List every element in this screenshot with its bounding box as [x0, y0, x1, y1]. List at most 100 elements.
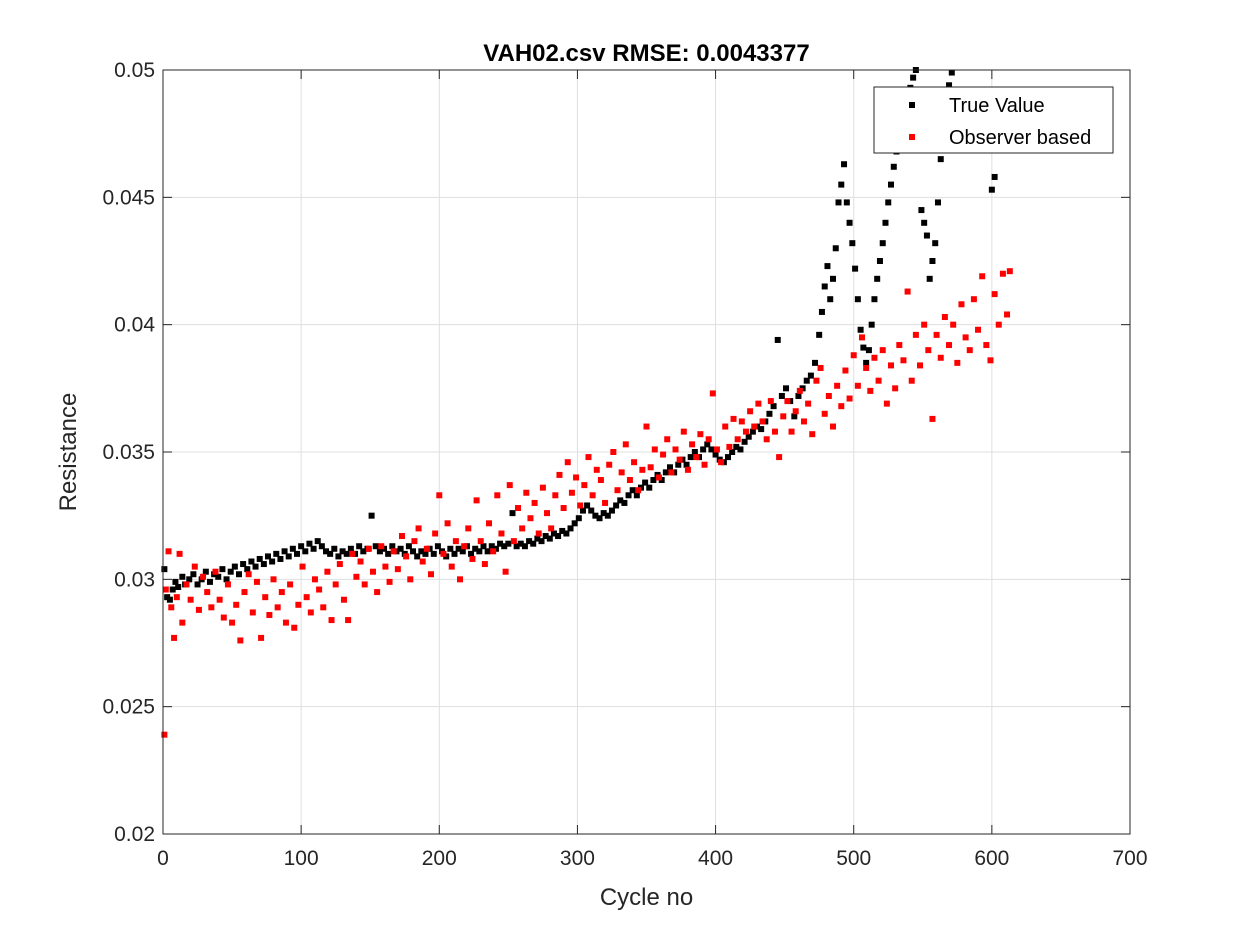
- data-point: [357, 558, 364, 565]
- data-point: [262, 594, 269, 601]
- data-point: [792, 408, 799, 415]
- data-point: [186, 576, 193, 583]
- data-point: [347, 545, 354, 552]
- x-tick-label: 600: [974, 847, 1009, 870]
- data-point: [647, 464, 654, 471]
- data-point: [948, 69, 955, 76]
- data-point: [991, 291, 998, 298]
- data-point: [958, 301, 965, 308]
- data-point: [320, 604, 327, 611]
- data-point: [278, 589, 285, 596]
- data-point: [397, 545, 404, 552]
- data-point: [316, 586, 323, 593]
- data-point: [860, 344, 867, 351]
- data-point: [298, 543, 305, 550]
- data-point: [220, 614, 227, 621]
- data-point: [303, 594, 310, 601]
- data-point: [403, 553, 410, 560]
- data-point: [879, 240, 886, 247]
- data-point: [585, 454, 592, 461]
- data-point: [291, 624, 298, 631]
- x-tick-label: 0: [157, 847, 169, 870]
- data-point: [448, 563, 455, 570]
- data-point: [469, 555, 476, 562]
- data-point: [264, 553, 271, 560]
- data-point: [260, 561, 267, 568]
- data-point: [360, 548, 367, 555]
- data-point: [705, 436, 712, 443]
- data-point: [865, 347, 872, 354]
- data-point: [519, 525, 526, 532]
- data-point: [376, 548, 383, 555]
- data-point: [643, 423, 650, 430]
- data-point: [970, 296, 977, 303]
- data-point: [521, 543, 528, 550]
- data-point: [941, 314, 948, 321]
- data-point: [488, 543, 495, 550]
- data-point: [451, 550, 458, 557]
- data-point: [725, 454, 732, 461]
- legend-marker-true-value: [909, 102, 915, 108]
- data-point: [501, 543, 508, 550]
- data-point: [708, 446, 715, 453]
- chart-title: VAH02.csv RMSE: 0.0043377: [483, 40, 809, 67]
- data-point: [517, 540, 524, 547]
- data-point: [277, 555, 284, 562]
- legend-label-true-value: True Value: [949, 95, 1045, 117]
- data-point: [427, 571, 434, 578]
- data-point: [390, 548, 397, 555]
- data-point: [202, 568, 209, 575]
- data-point: [285, 553, 292, 560]
- data-point: [691, 449, 698, 455]
- data-point: [223, 576, 230, 583]
- data-point: [187, 596, 194, 603]
- data-point: [749, 428, 756, 435]
- data-point: [929, 415, 936, 422]
- data-point: [741, 438, 748, 445]
- data-point: [882, 219, 889, 226]
- data-point: [555, 533, 562, 540]
- data-point: [179, 573, 186, 580]
- data-point: [411, 538, 418, 545]
- data-point: [660, 451, 667, 458]
- data-point: [734, 436, 741, 443]
- data-point: [190, 571, 197, 578]
- data-point: [171, 634, 178, 641]
- data-point: [693, 454, 700, 461]
- data-point: [759, 418, 766, 425]
- data-point: [299, 563, 306, 570]
- data-point: [311, 576, 318, 583]
- x-tick-label: 200: [422, 847, 457, 870]
- data-point: [422, 550, 429, 557]
- data-point: [382, 563, 389, 570]
- data-point: [834, 382, 841, 389]
- data-point: [770, 403, 777, 410]
- data-point: [672, 446, 679, 453]
- data-point: [444, 520, 451, 527]
- legend-box: [873, 86, 1114, 154]
- data-point: [857, 326, 864, 333]
- data-point: [950, 321, 957, 328]
- data-point: [477, 538, 484, 545]
- data-point: [726, 443, 733, 450]
- data-point: [550, 530, 557, 537]
- data-point: [219, 566, 226, 573]
- data-point: [633, 492, 640, 499]
- y-tick-label: 0.03: [114, 568, 155, 591]
- data-point: [929, 258, 936, 264]
- data-point: [248, 558, 255, 565]
- data-point: [807, 372, 814, 379]
- data-point: [530, 540, 537, 547]
- data-point: [818, 308, 825, 315]
- legend-marker-observer-based: [909, 134, 915, 140]
- data-point: [713, 446, 720, 453]
- data-point: [513, 543, 520, 550]
- data-point: [774, 336, 781, 343]
- data-point: [758, 426, 765, 433]
- data-point: [816, 331, 823, 338]
- data-point: [235, 571, 242, 578]
- data-point: [245, 571, 252, 578]
- data-point: [418, 548, 425, 555]
- data-point: [307, 609, 314, 616]
